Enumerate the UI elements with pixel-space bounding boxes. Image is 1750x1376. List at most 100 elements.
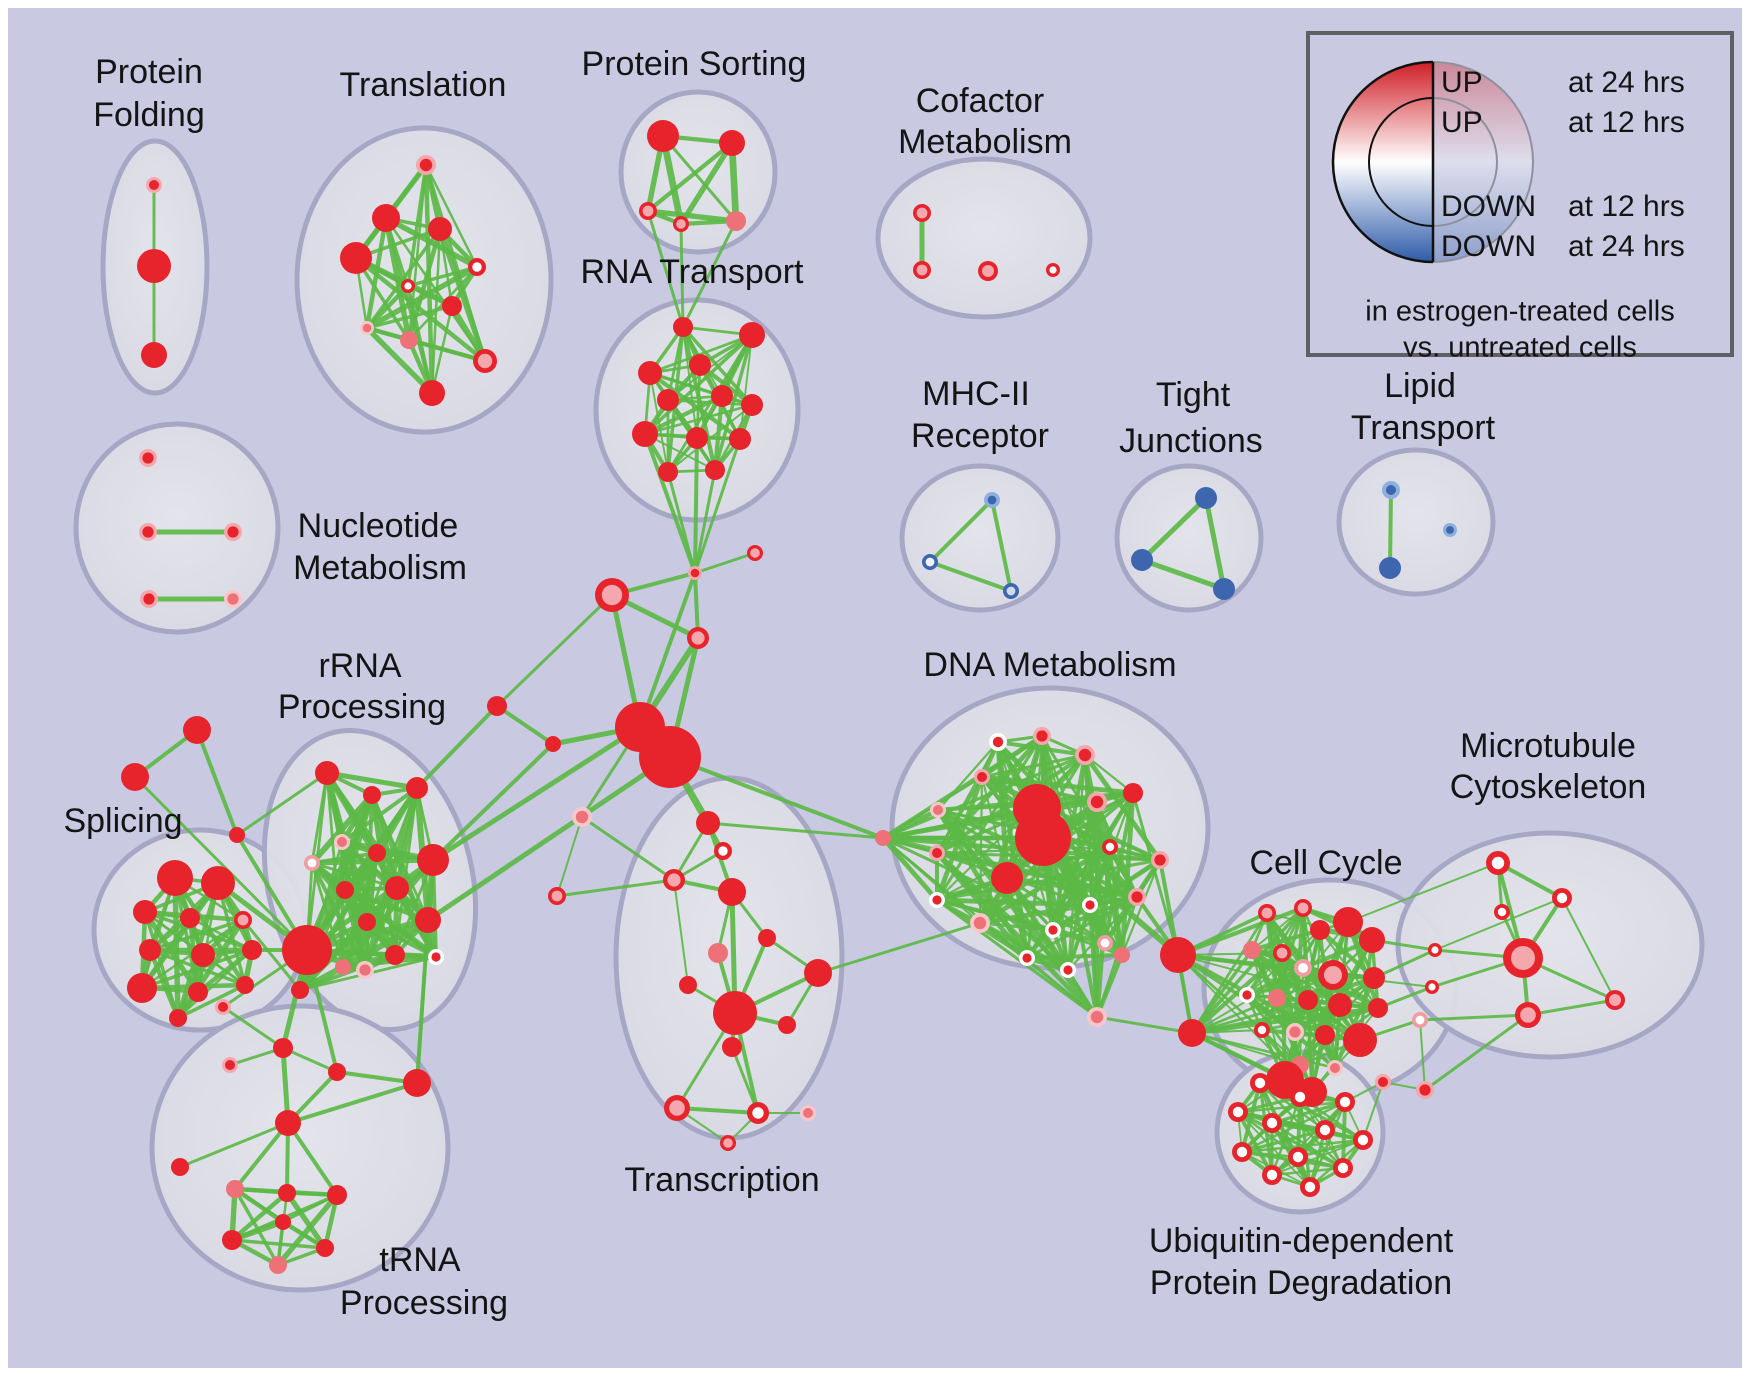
edge xyxy=(1271,1101,1346,1176)
edge xyxy=(712,393,725,473)
network-node xyxy=(1003,583,1019,599)
network-node xyxy=(428,217,452,241)
edge xyxy=(1119,790,1136,958)
network-node xyxy=(201,866,235,900)
edge xyxy=(934,850,1100,1020)
edge xyxy=(1311,1007,1379,1093)
network-node xyxy=(215,999,231,1015)
network-node xyxy=(930,802,946,818)
network-node xyxy=(663,869,685,891)
network-node xyxy=(1428,943,1442,957)
cluster-label: Cytoskeleton xyxy=(1450,768,1647,806)
legend-direction-label: DOWN xyxy=(1441,190,1536,223)
edge xyxy=(1131,791,1180,957)
edge xyxy=(881,753,1087,840)
edge xyxy=(1270,1166,1345,1177)
cluster-label: Metabolism xyxy=(293,549,467,587)
network-node xyxy=(1333,907,1363,937)
network-node xyxy=(180,908,200,928)
network-node xyxy=(1258,904,1276,922)
network-node xyxy=(316,1239,334,1257)
node-layer xyxy=(121,120,1625,1274)
network-node xyxy=(739,322,765,348)
network-node xyxy=(360,321,374,335)
network-node xyxy=(406,777,428,799)
edge xyxy=(1249,927,1323,953)
network-node xyxy=(970,913,990,933)
edge xyxy=(1270,1100,1347,1125)
network-node xyxy=(269,1256,287,1274)
edge xyxy=(495,593,614,708)
edge xyxy=(1299,967,1304,1066)
edge xyxy=(648,333,754,375)
network-node xyxy=(804,959,832,987)
network-node xyxy=(222,1230,242,1250)
network-node xyxy=(705,460,725,480)
edge xyxy=(990,498,1013,593)
edge xyxy=(678,140,735,227)
edge xyxy=(406,265,479,288)
network-node xyxy=(401,279,415,293)
network-node xyxy=(183,716,211,744)
network-node xyxy=(372,204,400,232)
network-node xyxy=(1328,993,1352,1017)
edge xyxy=(643,432,697,575)
edge xyxy=(1388,488,1393,570)
network-node xyxy=(1353,1130,1373,1150)
network-node xyxy=(127,973,157,1003)
cluster-label: rRNA xyxy=(318,647,401,685)
network-node xyxy=(991,862,1023,894)
network-node xyxy=(419,380,445,406)
edge xyxy=(980,753,1087,779)
network-node xyxy=(1046,263,1060,277)
network-node xyxy=(572,807,592,827)
edge xyxy=(1419,1019,1426,1091)
edge xyxy=(1293,1006,1380,1034)
cluster-label: Processing xyxy=(340,1284,508,1322)
network-node xyxy=(363,786,381,804)
edge xyxy=(1051,928,1124,957)
network-node xyxy=(315,761,339,785)
network-node xyxy=(416,155,436,175)
network-node xyxy=(473,349,497,373)
network-node xyxy=(400,331,418,349)
network-node xyxy=(141,342,167,368)
network-node xyxy=(800,1105,816,1121)
network-node xyxy=(1515,1002,1541,1028)
legend-circle-faded-half xyxy=(1433,61,1534,263)
network-node xyxy=(708,943,728,963)
edge xyxy=(304,857,436,953)
network-node xyxy=(140,590,158,608)
edge xyxy=(977,920,1071,973)
network-node xyxy=(1288,1147,1308,1167)
network-node xyxy=(1087,1007,1107,1027)
network-node xyxy=(1250,1073,1270,1093)
network-node xyxy=(1290,1087,1310,1107)
edge xyxy=(1025,953,1124,960)
network-node xyxy=(689,354,711,376)
network-node xyxy=(711,385,733,407)
edge xyxy=(649,372,669,473)
network-node xyxy=(687,627,709,649)
network-node xyxy=(1015,810,1071,866)
cluster-label: Transport xyxy=(1351,409,1496,447)
edge xyxy=(979,774,1136,796)
edge xyxy=(1040,835,1181,958)
cluster-label: Cofactor xyxy=(916,82,1045,120)
edge xyxy=(1362,1081,1384,1141)
network-node xyxy=(1425,980,1439,994)
network-node xyxy=(1243,941,1261,959)
network-node xyxy=(718,878,746,906)
edge xyxy=(415,704,499,790)
network-node xyxy=(978,261,998,281)
network-node xyxy=(1363,967,1385,989)
edge xyxy=(133,775,309,952)
edge xyxy=(415,858,435,1085)
edge xyxy=(1251,907,1304,951)
network-node xyxy=(385,945,405,965)
edge xyxy=(147,947,181,1021)
edge xyxy=(364,283,411,331)
network-node xyxy=(1178,1019,1206,1047)
edge xyxy=(681,219,738,329)
network-node xyxy=(688,566,702,580)
